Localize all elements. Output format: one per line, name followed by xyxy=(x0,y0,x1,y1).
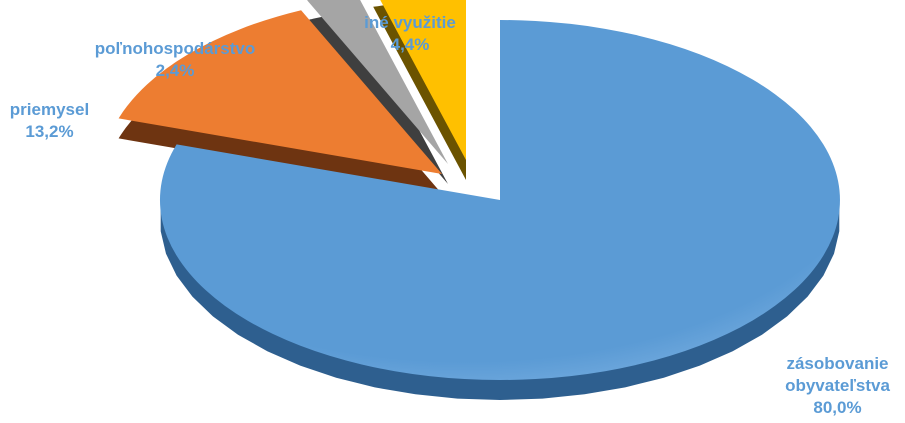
slice-value: 4,4% xyxy=(390,35,430,54)
slice-name-line-1: zásobovanie xyxy=(786,354,889,373)
slice-value: 13,2% xyxy=(25,122,74,141)
slice-name: priemysel xyxy=(9,100,90,119)
slice-label-ine-vyuzitie: iné využitie 4,4% xyxy=(345,12,475,56)
slice-label-zasobovanie: zásobovanie obyvateľstva 80,0% xyxy=(775,353,900,419)
slice-value: 2,4% xyxy=(155,61,195,80)
pie-slice-priemysel xyxy=(118,10,442,175)
slice-label-polnohospodarstvo: poľnohospodárstvo 2,4% xyxy=(75,38,275,82)
slice-name-line-2: obyvateľstva xyxy=(785,376,890,395)
slice-name: poľnohospodárstvo xyxy=(94,39,256,58)
pie-slice-ine-vyuzitie xyxy=(380,0,466,160)
pie-slice-polnohospodarstvo xyxy=(307,0,448,164)
slice-name: iné využitie xyxy=(364,13,456,32)
slice-value: 80,0% xyxy=(813,398,862,417)
pie-slice-zasobovanie xyxy=(159,20,840,380)
slice-label-priemysel: priemysel 13,2% xyxy=(2,99,97,143)
